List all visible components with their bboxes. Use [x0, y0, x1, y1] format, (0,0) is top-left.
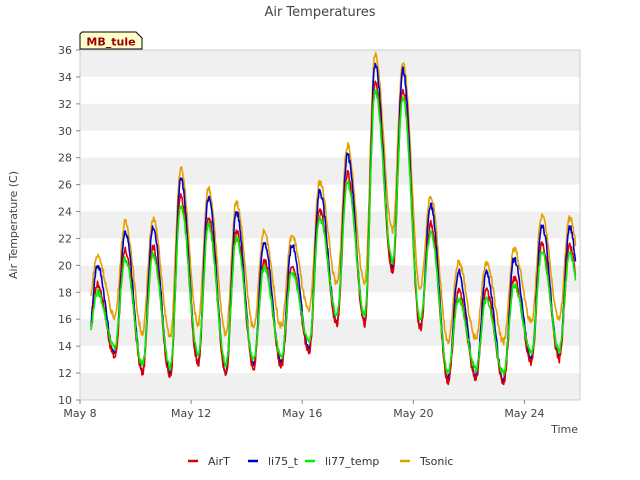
grid-band [80, 50, 580, 77]
y-tick-label: 26 [58, 179, 72, 192]
y-axis-label: Air Temperature (C) [7, 171, 20, 279]
legend: AirT li75_t li77_temp Tsonic [188, 455, 453, 468]
x-tick-label: May 16 [282, 407, 322, 420]
x-tick-label: May 24 [504, 407, 544, 420]
y-tick-label: 30 [58, 125, 72, 138]
x-axis-label: Time [550, 423, 578, 436]
y-tick-label: 24 [58, 206, 72, 219]
legend-label: AirT [208, 455, 230, 468]
x-tick-label: May 12 [171, 407, 211, 420]
y-tick-label: 32 [58, 98, 72, 111]
legend-label: li75_t [268, 455, 299, 468]
chart-title: Air Temperatures [264, 5, 375, 20]
y-axis: 10 12 14 16 18 20 22 24 26 28 30 32 34 36 [58, 44, 80, 407]
y-tick-label: 20 [58, 259, 72, 272]
series-line-Tsonic [90, 51, 577, 346]
x-tick-label: May 8 [63, 407, 96, 420]
y-tick-label: 18 [58, 286, 72, 299]
grid-band [80, 211, 580, 239]
y-tick-label: 28 [58, 152, 72, 165]
y-tick-label: 14 [58, 340, 72, 353]
y-tick-label: 22 [58, 232, 72, 245]
station-label: MB_tule [86, 36, 135, 49]
y-tick-label: 16 [58, 313, 72, 326]
plot-frame [79, 49, 581, 401]
grid-band [80, 373, 580, 400]
grid-band [80, 157, 580, 185]
grid-band [80, 103, 580, 131]
y-tick-label: 10 [58, 394, 72, 407]
grid-bands [80, 50, 580, 400]
legend-label: li77_temp [325, 455, 379, 468]
y-tick-label: 36 [58, 44, 72, 57]
series-line-li77_temp [90, 88, 577, 377]
y-tick-label: 12 [58, 367, 72, 380]
x-tick-label: May 20 [393, 407, 433, 420]
series-lines [90, 51, 577, 386]
y-tick-label: 34 [58, 71, 72, 84]
x-axis: May 8 May 12 May 16 May 20 May 24 [63, 400, 545, 420]
legend-label: Tsonic [419, 455, 453, 468]
station-label-box: MB_tule [79, 31, 143, 50]
